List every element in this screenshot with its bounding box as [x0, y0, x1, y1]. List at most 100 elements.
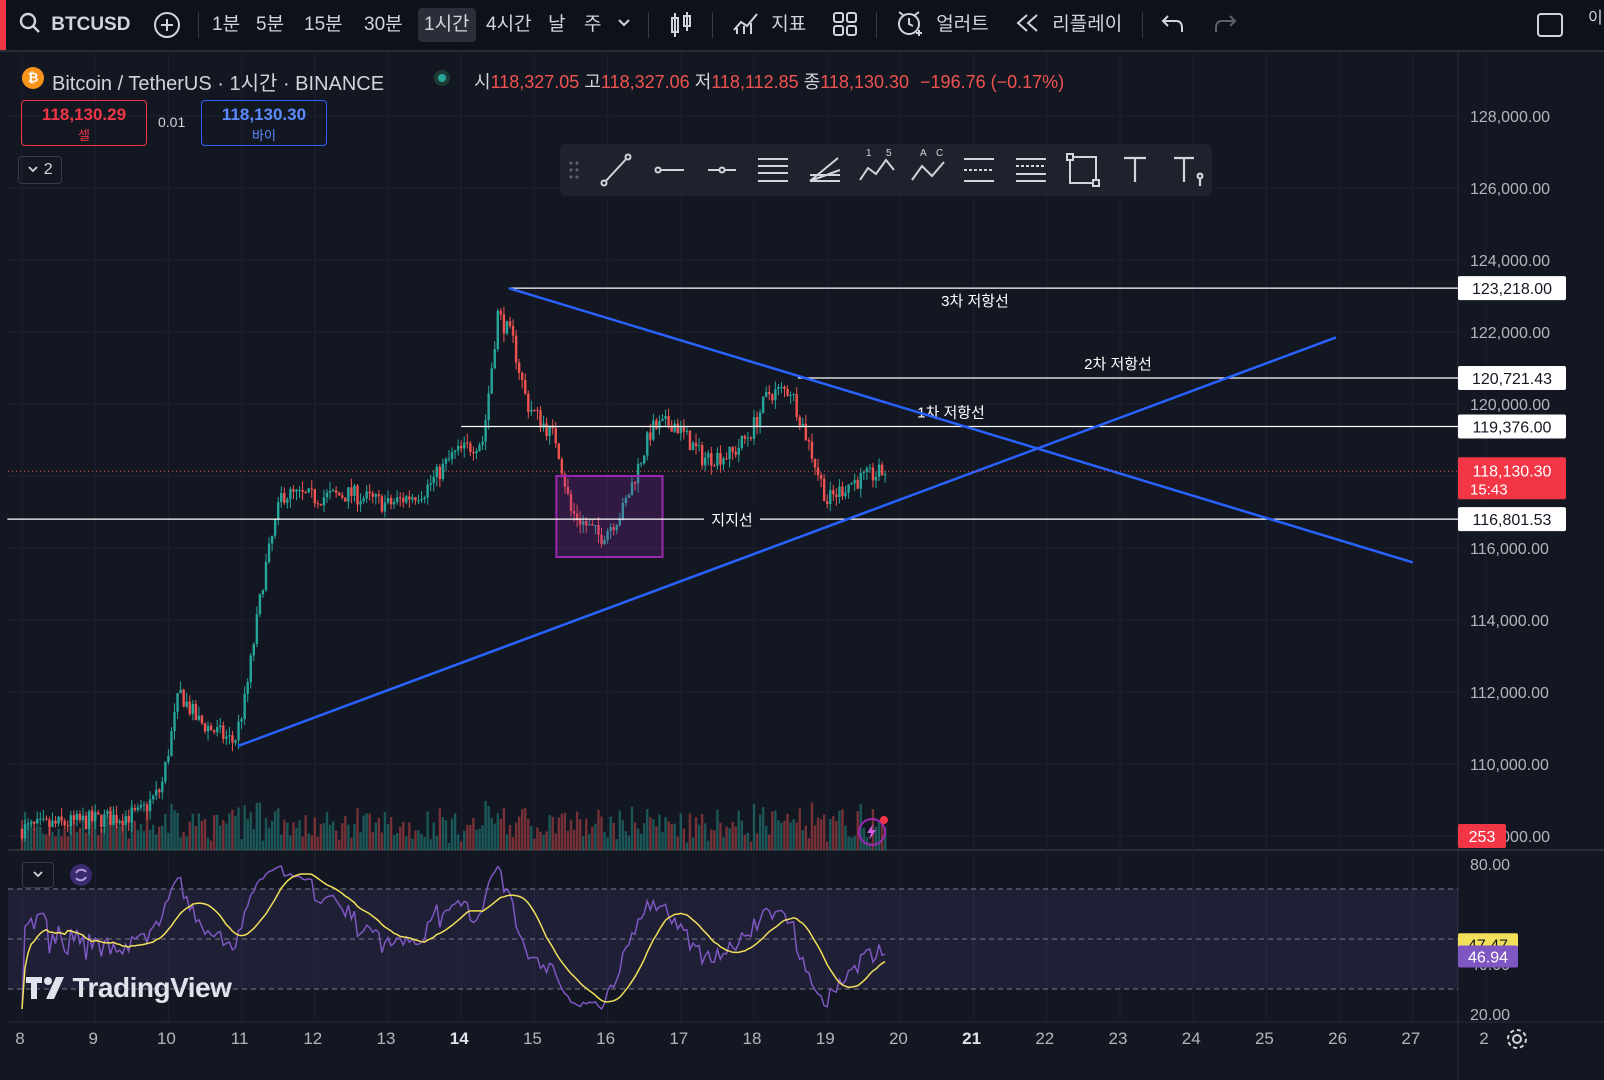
candle-body	[627, 495, 631, 498]
alarm-clock-icon	[898, 11, 922, 36]
candle-body	[466, 442, 469, 444]
interval-4h[interactable]: 4시간	[486, 8, 532, 42]
anchored-text-icon[interactable]	[1174, 156, 1204, 186]
candle-body	[334, 490, 338, 493]
sell-button[interactable]: 118,130.29 셀	[21, 100, 147, 146]
redo-button[interactable]	[1212, 12, 1238, 46]
fib-fan-icon[interactable]	[809, 157, 841, 182]
collapse-indicators-button[interactable]: 2	[18, 156, 62, 184]
candle-body	[588, 524, 591, 526]
horizontal-ray-icon[interactable]	[654, 166, 685, 174]
separator	[198, 12, 199, 38]
trend-line-icon[interactable]	[600, 153, 632, 187]
interval-1m[interactable]: 1분	[212, 8, 240, 42]
fib-extension-icon[interactable]	[1016, 158, 1046, 182]
volume-bar	[517, 816, 521, 850]
volume-bar	[347, 824, 350, 850]
candle-body	[862, 471, 865, 474]
rsi-collapse-button[interactable]	[22, 862, 54, 888]
chart-type-button[interactable]	[668, 11, 694, 45]
price-axis-label: 110,000.00	[1470, 757, 1549, 774]
buy-button[interactable]: 118,130.30 바이	[201, 100, 327, 146]
indicators-button[interactable]: 지표	[732, 8, 806, 42]
symbol-search[interactable]: BTCUSD	[18, 8, 130, 42]
flash-icon[interactable]	[858, 816, 888, 846]
volume-bar	[563, 812, 567, 850]
fib-retracement-icon[interactable]	[964, 158, 994, 182]
alert-button[interactable]: 얼러트	[895, 8, 989, 42]
refresh-icon[interactable]	[70, 864, 92, 886]
volume-bar	[743, 834, 747, 850]
interval-week[interactable]: 주	[584, 8, 601, 42]
candle-body	[850, 483, 853, 485]
price-axis-label: 112,000.00	[1470, 685, 1549, 702]
candle-body	[194, 703, 198, 720]
settings-button[interactable]	[1504, 1026, 1530, 1057]
volume-bar	[395, 833, 399, 850]
parallel-channel-icon[interactable]	[758, 158, 788, 182]
volume-bar	[48, 822, 51, 850]
legend-title[interactable]: Bitcoin / TetherUS · 1시간 · BINANCE	[52, 73, 385, 95]
indicator-count: 2	[43, 161, 53, 178]
candle-body	[710, 453, 713, 466]
candle-body	[877, 464, 881, 477]
rsi-tag	[1458, 945, 1518, 968]
volume-bar	[115, 818, 118, 850]
candle-body	[829, 490, 832, 504]
candle-body	[630, 482, 634, 496]
candle-body	[664, 415, 667, 420]
layouts-button[interactable]	[832, 11, 858, 45]
interval-day[interactable]: 날	[548, 8, 565, 42]
rectangle-icon[interactable]	[1066, 153, 1100, 187]
svg-text:1: 1	[866, 148, 872, 159]
candle-body	[81, 815, 85, 821]
chart-area[interactable]: 3차 저항선 2차 저항선 1차 저항선 지지선 123,218.00 120,721.…	[0, 52, 1604, 1080]
volume-bar	[94, 810, 97, 850]
market-status-icon[interactable]	[434, 70, 450, 86]
volume-bar	[167, 832, 170, 850]
volume-bar	[42, 833, 45, 850]
interval-5m[interactable]: 5분	[256, 8, 284, 42]
candle-body	[60, 816, 63, 821]
spread-value: 0.01	[158, 114, 186, 130]
volume-bar	[258, 802, 262, 850]
add-symbol-button[interactable]	[152, 10, 182, 44]
fullscreen-button[interactable]	[1536, 12, 1564, 46]
volume-bar	[338, 839, 341, 850]
volume-bar	[795, 822, 798, 850]
volume-bar	[691, 837, 695, 850]
rsi-ma-line	[21, 873, 886, 1010]
interval-dropdown[interactable]	[616, 8, 632, 42]
candle-body	[423, 497, 426, 500]
candle-body	[832, 490, 835, 495]
volume-bar	[813, 825, 817, 850]
volume-bar	[487, 805, 490, 850]
volume-bar	[615, 839, 618, 850]
candle-body	[84, 815, 88, 829]
volume-bar	[359, 832, 362, 850]
volume-bar	[350, 837, 353, 850]
interval-15m[interactable]: 15분	[304, 8, 343, 42]
candle-body	[725, 458, 728, 460]
candle-body	[75, 813, 79, 820]
volume-bar	[484, 800, 487, 850]
volume-bar	[707, 840, 710, 850]
replay-button[interactable]: 리플레이	[1015, 8, 1122, 42]
volume-bar	[697, 824, 701, 850]
interval-1h[interactable]: 1시간	[418, 8, 476, 42]
svg-text:C: C	[936, 148, 943, 159]
text-icon[interactable]	[1124, 156, 1146, 182]
volume-bar	[597, 809, 600, 850]
interval-30m[interactable]: 30분	[364, 8, 403, 42]
candle-body	[362, 498, 365, 502]
drag-handle-icon[interactable]	[569, 161, 579, 179]
time-axis-label: 27	[1401, 1029, 1420, 1048]
horizontal-line-icon[interactable]	[708, 166, 736, 174]
candle-body	[426, 484, 429, 498]
volume-bar	[414, 830, 417, 850]
undo-button[interactable]	[1160, 12, 1186, 46]
